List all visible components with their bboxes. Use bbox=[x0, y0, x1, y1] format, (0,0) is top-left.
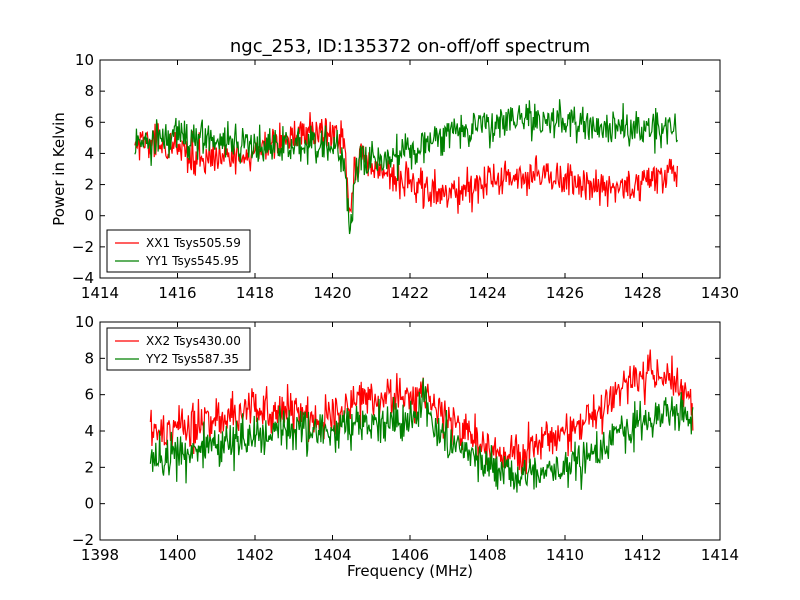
x-tick-label: 1414 bbox=[701, 546, 739, 564]
x-tick-label: 1402 bbox=[236, 546, 274, 564]
x-tick-label: 1410 bbox=[546, 546, 584, 564]
y-tick-label: 8 bbox=[84, 82, 94, 100]
x-tick-label: 1406 bbox=[391, 546, 429, 564]
x-tick-label: 1400 bbox=[158, 546, 196, 564]
x-tick-label: 1424 bbox=[468, 284, 506, 302]
x-tick-label: 1420 bbox=[313, 284, 351, 302]
x-tick-label: 1426 bbox=[546, 284, 584, 302]
bottom-plot: 1398 1400 1402 1404 1406 1408 1410 1412 1414 −2 0 2… bbox=[72, 313, 739, 580]
y-tick-label: 8 bbox=[84, 349, 94, 367]
legend-entry: XX2 Tsys430.00 bbox=[146, 334, 241, 348]
series-line-2 bbox=[134, 99, 678, 235]
x-axis-label: Frequency (MHz) bbox=[347, 562, 473, 580]
x-tick-label: 1398 bbox=[81, 546, 119, 564]
y-tick-label: 10 bbox=[75, 313, 94, 331]
y-axis-label: Power in Kelvin bbox=[50, 112, 68, 226]
y-tick-label: −4 bbox=[72, 269, 94, 287]
legend: XX2 Tsys430.00 YY2 Tsys587.35 bbox=[106, 327, 251, 371]
series-line-2 bbox=[149, 377, 694, 493]
y-tick-label: 2 bbox=[84, 458, 94, 476]
y-tick-label: 0 bbox=[84, 495, 94, 513]
x-tick-label: 1412 bbox=[623, 546, 661, 564]
y-tick-label: 6 bbox=[84, 386, 94, 404]
legend-box bbox=[106, 229, 251, 273]
y-tick-label: 0 bbox=[84, 207, 94, 225]
x-tick-label: 1422 bbox=[391, 284, 429, 302]
top-plot: 1414 1416 1418 1420 1422 1424 1426 1428 1430 −4 −2… bbox=[50, 51, 739, 302]
legend-entry: YY2 Tsys587.35 bbox=[145, 352, 239, 366]
legend-entry: XX1 Tsys505.59 bbox=[146, 236, 241, 250]
legend-box bbox=[106, 327, 251, 371]
x-tick-label: 1416 bbox=[158, 284, 196, 302]
y-tick-label: 6 bbox=[84, 113, 94, 131]
y-tick-label: 10 bbox=[75, 51, 94, 69]
x-tick-label: 1428 bbox=[623, 284, 661, 302]
chart-title: ngc_253, ID:135372 on-off/off spectrum bbox=[230, 36, 590, 57]
y-tick-label: 2 bbox=[84, 176, 94, 194]
y-tick-label: 4 bbox=[84, 422, 94, 440]
x-tick-label: 1404 bbox=[313, 546, 351, 564]
x-tick-label: 1430 bbox=[701, 284, 739, 302]
x-tick-label: 1414 bbox=[81, 284, 119, 302]
y-tick-label: −2 bbox=[72, 531, 94, 549]
y-tick-label: −2 bbox=[72, 238, 94, 256]
x-tick-label: 1418 bbox=[236, 284, 274, 302]
legend: XX1 Tsys505.59 YY1 Tsys545.95 bbox=[106, 229, 251, 273]
legend-entry: YY1 Tsys545.95 bbox=[145, 254, 239, 268]
y-tick-label: 4 bbox=[84, 144, 94, 162]
x-tick-label: 1408 bbox=[468, 546, 506, 564]
